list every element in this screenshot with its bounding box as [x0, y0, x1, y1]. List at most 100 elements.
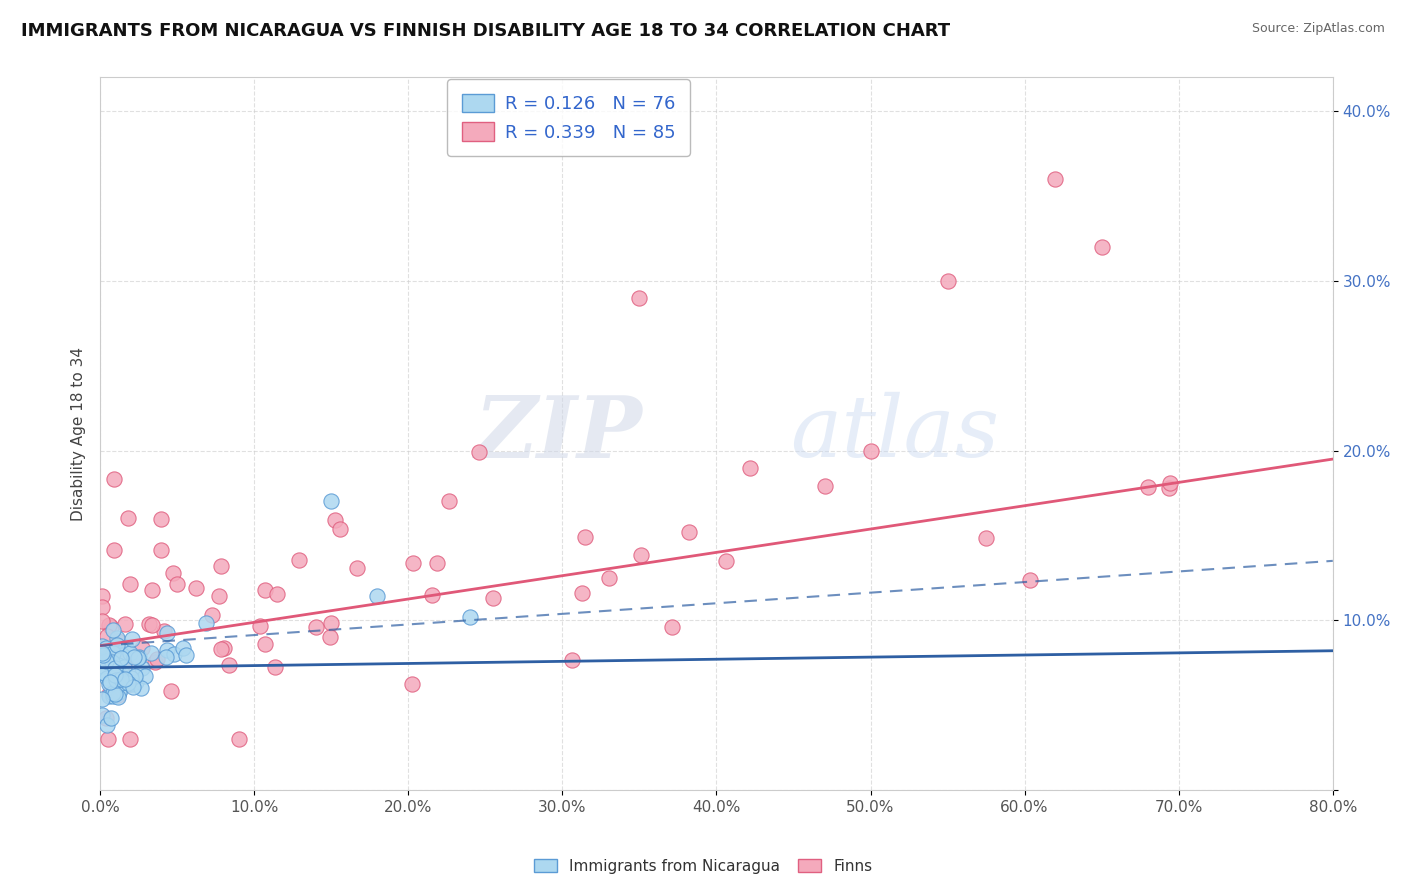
Point [859, 443, 882, 458]
Point [114, 616, 136, 631]
Point [90, 614, 112, 628]
Point [91, 599, 114, 614]
Point [90, 646, 112, 660]
Point [104, 667, 127, 681]
Point [207, 590, 229, 604]
Point [129, 681, 152, 696]
Point [149, 542, 172, 557]
Point [122, 680, 145, 694]
Point [94, 654, 117, 668]
Point [714, 554, 737, 568]
Point [127, 651, 149, 665]
Point [121, 677, 143, 691]
Point [131, 660, 153, 674]
Point [101, 644, 124, 658]
Point [482, 591, 505, 605]
Point [98, 618, 121, 632]
Point [107, 634, 129, 648]
Point [93, 655, 115, 669]
Point [128, 649, 150, 664]
Point [105, 631, 128, 645]
Point [1157, 481, 1180, 495]
Point [325, 513, 347, 527]
Point [103, 543, 125, 558]
Point [114, 640, 136, 654]
Point [321, 615, 343, 630]
Point [143, 655, 166, 669]
Point [319, 630, 342, 644]
Point [104, 687, 127, 701]
Point [100, 620, 122, 634]
Point [366, 589, 388, 603]
Point [1137, 480, 1160, 494]
Point [402, 556, 425, 570]
Point [103, 690, 125, 704]
Point [146, 652, 169, 666]
Point [561, 653, 583, 667]
Point [1159, 475, 1181, 490]
Point [104, 661, 127, 675]
Point [321, 494, 343, 508]
Point [118, 677, 141, 691]
Point [96, 671, 118, 685]
Point [1045, 172, 1067, 186]
Point [212, 641, 235, 656]
Point [110, 672, 132, 686]
Point [156, 642, 179, 657]
Point [108, 685, 131, 699]
Point [211, 642, 233, 657]
Point [936, 274, 959, 288]
Point [93, 665, 115, 680]
Point [150, 511, 173, 525]
Point [218, 658, 240, 673]
Point [105, 669, 128, 683]
Point [141, 617, 163, 632]
Point [118, 731, 141, 746]
Point [104, 673, 127, 687]
Point [96, 629, 118, 643]
Text: atlas: atlas [790, 392, 1000, 475]
Point [628, 291, 651, 305]
Point [468, 444, 491, 458]
Point [107, 689, 129, 703]
Point [110, 651, 132, 665]
Point [124, 669, 146, 683]
Point [114, 673, 136, 687]
Point [127, 651, 149, 665]
Point [329, 522, 352, 536]
Point [141, 583, 163, 598]
Point [661, 620, 683, 634]
Text: ZIP: ZIP [475, 392, 643, 475]
Text: Source: ZipAtlas.com: Source: ZipAtlas.com [1251, 22, 1385, 36]
Point [100, 711, 122, 725]
Point [139, 646, 162, 660]
Point [91, 665, 114, 679]
Point [976, 531, 998, 545]
Point [162, 566, 184, 581]
Point [103, 639, 125, 653]
Point [253, 583, 276, 598]
Point [110, 676, 132, 690]
Point [97, 690, 120, 704]
Text: IMMIGRANTS FROM NICARAGUA VS FINNISH DISABILITY AGE 18 TO 34 CORRELATION CHART: IMMIGRANTS FROM NICARAGUA VS FINNISH DIS… [21, 22, 950, 40]
Point [105, 670, 128, 684]
Point [155, 649, 177, 664]
Point [152, 624, 174, 638]
Point [117, 510, 139, 524]
Point [166, 577, 188, 591]
Legend: R = 0.126   N = 76, R = 0.339   N = 85: R = 0.126 N = 76, R = 0.339 N = 85 [447, 79, 690, 156]
Point [176, 648, 198, 663]
Point [574, 530, 596, 544]
Point [103, 472, 125, 486]
Point [96, 718, 118, 732]
Point [91, 648, 114, 663]
Point [94, 711, 117, 725]
Point [112, 659, 135, 673]
Point [814, 479, 837, 493]
Point [201, 607, 224, 622]
Point [101, 645, 124, 659]
Point [120, 671, 142, 685]
Point [288, 552, 311, 566]
Point [401, 676, 423, 690]
Point [305, 620, 328, 634]
